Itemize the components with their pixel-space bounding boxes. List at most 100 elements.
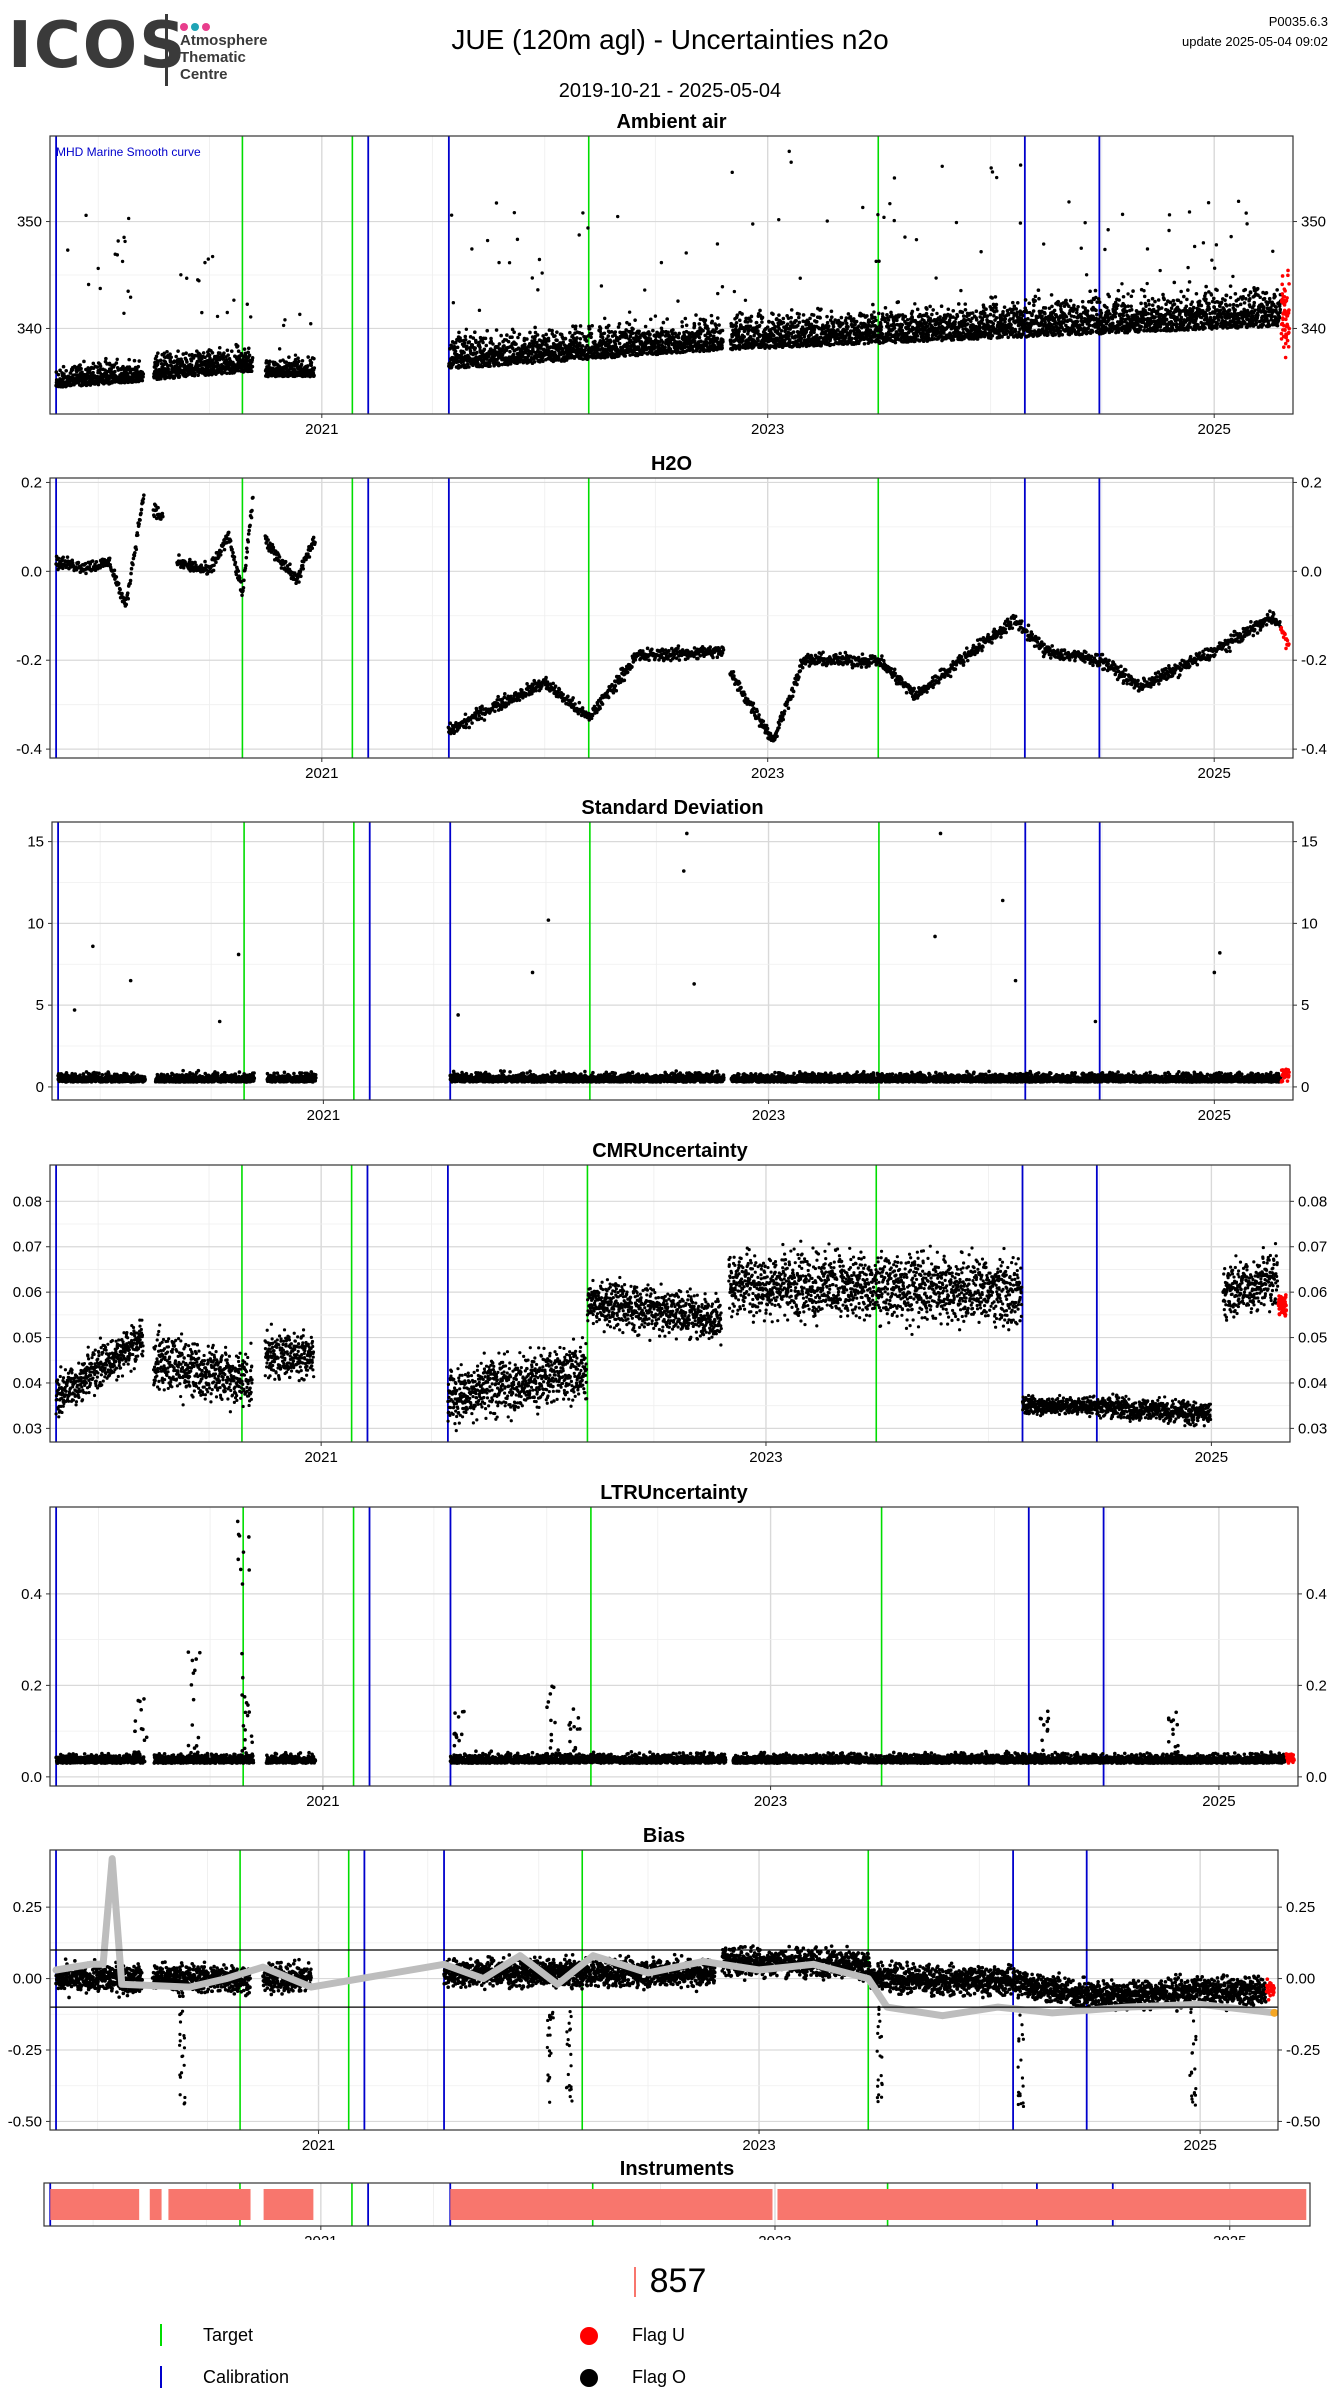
spike-point [200,310,204,315]
logo-subtitle-line: Atmosphere [180,32,268,49]
spike-point [126,289,130,293]
data-point [176,349,180,353]
data-point [91,370,95,375]
data-point [841,321,845,326]
data-point [994,306,998,310]
data-point [871,302,875,307]
data-point [721,339,725,344]
plot-area [54,149,1292,389]
data-point [993,295,998,299]
data-point [535,333,540,337]
data-point [473,330,477,335]
data-point [616,325,621,329]
data-point [991,321,996,326]
data-point [879,327,883,332]
spike-point [98,286,102,291]
data-point [666,330,670,335]
data-point [776,323,781,327]
data-point [1058,329,1063,334]
data-point [64,369,69,373]
data-point [889,310,893,315]
spike-point [684,251,688,255]
data-point [1037,296,1041,301]
spike-point [825,219,829,223]
data-point [462,341,467,346]
data-point [797,320,802,325]
data-point [963,307,968,312]
data-point [663,345,667,350]
data-point [488,364,492,368]
data-point [609,329,614,334]
data-point [553,334,557,338]
data-point [484,343,489,348]
data-point [473,346,477,350]
data-point [225,348,230,353]
data-point [203,355,207,360]
data-point [760,315,765,320]
data-point [744,316,748,321]
spike-point [203,260,207,265]
data-point [533,325,537,330]
data-point [878,341,882,345]
data-point [550,328,554,333]
data-point [658,335,662,339]
data-point [312,366,317,370]
spike-point [126,216,131,221]
data-point [165,363,170,368]
data-point [715,316,720,320]
data-point [127,365,132,369]
data-point [982,311,987,316]
data-point [555,330,559,334]
data-point [890,314,894,319]
data-point [1085,309,1090,313]
data-point [799,336,804,341]
data-point [1076,305,1080,309]
data-point [601,338,606,343]
data-point [876,311,881,316]
spike-point [116,239,120,243]
data-point [1043,306,1048,310]
data-point [1087,323,1092,328]
data-point [471,336,476,340]
data-point [628,338,633,342]
data-point [508,349,512,354]
data-point [463,337,468,342]
data-point [159,376,163,381]
spike-point [512,210,517,215]
data-point [98,367,103,372]
data-point [651,328,655,333]
data-point [627,322,632,327]
data-point [1079,316,1084,320]
data-point [853,322,857,327]
data-point [697,335,702,340]
data-point [932,337,937,341]
data-point [1114,306,1119,311]
logo-divider [165,14,168,86]
spike-point [210,254,215,259]
data-point [636,345,641,349]
data-point [62,372,66,376]
data-point [960,310,965,315]
spike-point [464,327,469,331]
data-point [531,349,536,354]
spike-point [497,260,501,265]
data-point [773,324,777,329]
data-point [642,331,647,336]
data-point [1111,321,1115,326]
data-point [829,309,834,314]
spike-point [979,250,983,254]
spike-point [309,322,313,326]
spike-point [603,316,607,321]
data-point [539,346,543,350]
spike-point [86,282,91,287]
data-point [915,307,920,312]
data-point [789,308,794,312]
data-point [826,324,831,329]
data-point [575,336,579,340]
data-point [532,344,536,348]
logo-subtitle-line: Thematic [180,49,246,66]
data-point [734,320,739,325]
data-point [1030,312,1034,316]
data-point [846,312,851,316]
